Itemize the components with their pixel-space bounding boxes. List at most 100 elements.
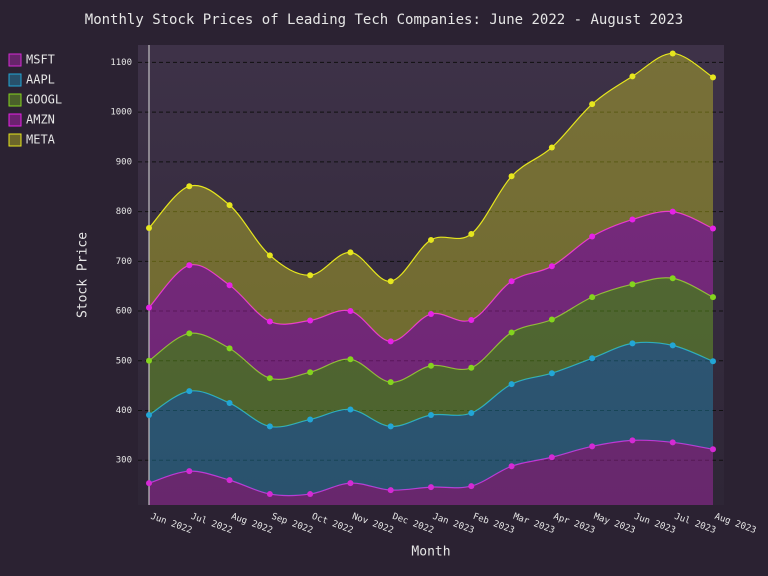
y-tick-label: 500 bbox=[116, 356, 132, 366]
point bbox=[186, 388, 193, 395]
x-tick-label: Oct 2022 bbox=[310, 512, 354, 536]
point bbox=[508, 173, 515, 180]
legend-label: META bbox=[26, 133, 56, 147]
x-tick-label: Nov 2022 bbox=[351, 512, 395, 536]
point bbox=[307, 317, 314, 324]
point bbox=[186, 468, 193, 475]
x-tick-label: Jan 2023 bbox=[431, 512, 475, 536]
y-tick-label: 1100 bbox=[110, 58, 132, 68]
point bbox=[548, 316, 555, 323]
x-tick-label: Jun 2022 bbox=[149, 512, 193, 536]
y-tick-label: 800 bbox=[116, 207, 132, 217]
point bbox=[226, 477, 233, 484]
point bbox=[387, 338, 394, 345]
point bbox=[508, 463, 515, 470]
point bbox=[548, 454, 555, 461]
point bbox=[589, 233, 596, 240]
point bbox=[226, 400, 233, 407]
legend-label: AAPL bbox=[26, 73, 55, 87]
point bbox=[307, 491, 314, 498]
point bbox=[186, 183, 193, 190]
x-tick-label: May 2023 bbox=[592, 512, 636, 536]
point bbox=[589, 294, 596, 301]
point bbox=[387, 487, 394, 494]
x-axis-label: Month bbox=[411, 545, 450, 560]
y-tick-label: 1000 bbox=[110, 108, 132, 118]
y-tick-label: 400 bbox=[116, 406, 132, 416]
point bbox=[307, 369, 314, 376]
point bbox=[468, 364, 475, 371]
point bbox=[548, 263, 555, 270]
legend-swatch bbox=[8, 53, 22, 67]
legend-swatch bbox=[8, 93, 22, 107]
area bbox=[149, 440, 713, 505]
point bbox=[468, 317, 475, 324]
point bbox=[589, 443, 596, 450]
point bbox=[146, 357, 152, 364]
area bbox=[149, 211, 713, 383]
y-tick-label: 900 bbox=[116, 157, 132, 167]
legend-label: GOOGL bbox=[26, 93, 62, 107]
point bbox=[266, 252, 273, 259]
point bbox=[629, 216, 636, 223]
y-tick-label: 700 bbox=[116, 257, 132, 267]
legend-label: AMZN bbox=[26, 113, 55, 127]
point bbox=[629, 340, 636, 347]
point bbox=[347, 249, 354, 256]
point bbox=[508, 329, 515, 336]
x-tick-label: Aug 2023 bbox=[713, 512, 757, 536]
point bbox=[710, 74, 716, 81]
point bbox=[347, 308, 354, 315]
legend-swatch bbox=[8, 113, 22, 127]
point bbox=[669, 208, 676, 215]
point bbox=[548, 144, 555, 151]
point bbox=[387, 379, 394, 386]
point bbox=[669, 275, 676, 282]
point bbox=[428, 362, 434, 369]
point bbox=[387, 423, 394, 430]
y-tick-label: 300 bbox=[116, 456, 132, 466]
x-tick-label: Feb 2023 bbox=[471, 512, 515, 536]
point bbox=[468, 483, 475, 490]
plot-area bbox=[138, 45, 724, 505]
legend-swatch bbox=[8, 133, 22, 147]
point bbox=[347, 356, 354, 363]
point bbox=[589, 355, 596, 362]
y-tick-label: 600 bbox=[116, 307, 132, 317]
point bbox=[669, 342, 676, 349]
point bbox=[146, 411, 152, 418]
point bbox=[629, 437, 636, 444]
point bbox=[266, 318, 273, 325]
point bbox=[307, 272, 314, 279]
point bbox=[428, 484, 434, 491]
point bbox=[186, 330, 193, 337]
point bbox=[468, 410, 475, 416]
point bbox=[146, 480, 152, 487]
point bbox=[146, 304, 152, 311]
point bbox=[710, 358, 716, 365]
point bbox=[428, 311, 434, 318]
point bbox=[226, 202, 233, 209]
legend-label: MSFT bbox=[26, 53, 55, 67]
point bbox=[508, 278, 515, 285]
point bbox=[307, 416, 314, 423]
x-tick-label: Dec 2022 bbox=[391, 512, 435, 536]
point bbox=[428, 411, 434, 418]
point bbox=[548, 370, 555, 377]
point bbox=[146, 225, 152, 232]
point bbox=[428, 236, 434, 243]
x-tick-label: Jun 2023 bbox=[633, 512, 677, 536]
point bbox=[226, 282, 233, 289]
area bbox=[149, 53, 713, 342]
point bbox=[266, 423, 273, 430]
point bbox=[266, 491, 273, 498]
point bbox=[710, 294, 716, 301]
point bbox=[629, 281, 636, 288]
x-tick-label: Mar 2023 bbox=[512, 512, 556, 536]
point bbox=[347, 406, 354, 413]
point bbox=[710, 225, 716, 232]
point bbox=[669, 50, 676, 57]
point bbox=[710, 446, 716, 453]
point bbox=[669, 439, 676, 446]
